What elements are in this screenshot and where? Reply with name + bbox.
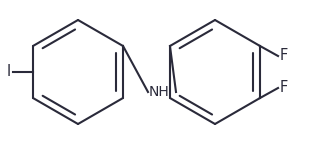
Text: NH: NH — [149, 85, 170, 99]
Text: F: F — [280, 81, 288, 95]
Text: I: I — [7, 64, 11, 79]
Text: F: F — [280, 48, 288, 64]
